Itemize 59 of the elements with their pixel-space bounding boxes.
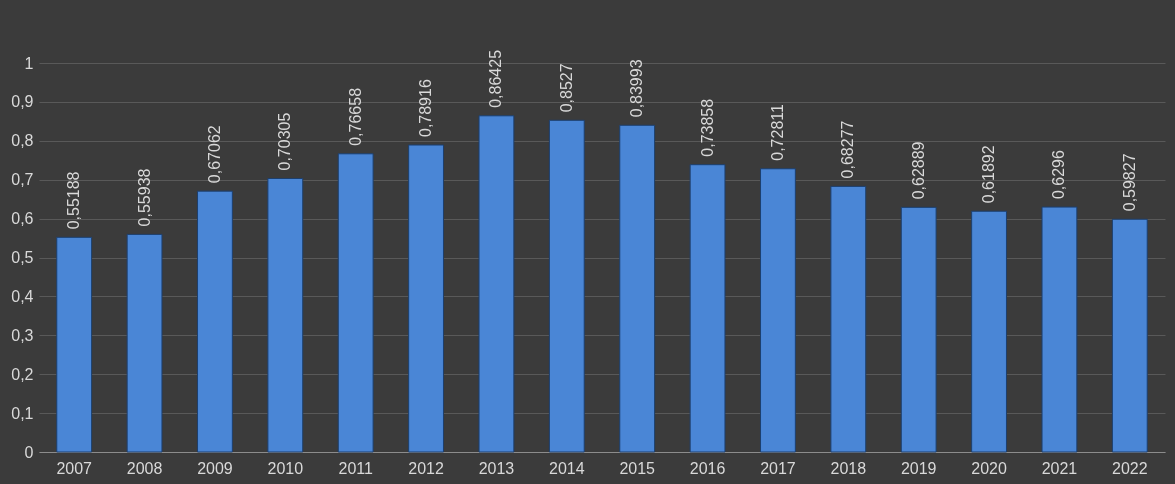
x-tick-label: 2008 bbox=[126, 459, 163, 477]
x-tick-label: 2022 bbox=[1112, 459, 1148, 477]
bar bbox=[619, 124, 656, 453]
y-tick-label: 0,5 bbox=[11, 249, 34, 266]
bar bbox=[900, 206, 937, 453]
data-label: 0,59827 bbox=[1120, 153, 1138, 212]
x-tick-label: 2007 bbox=[56, 459, 93, 477]
bar bbox=[337, 153, 374, 453]
data-label: 0,8527 bbox=[557, 63, 575, 113]
y-tick-label: 0,7 bbox=[11, 171, 34, 189]
data-label: 0,83993 bbox=[628, 59, 646, 118]
data-label: 0,86425 bbox=[487, 49, 505, 108]
y-tick-label: 0,9 bbox=[11, 93, 34, 111]
y-tick-label: 0,3 bbox=[11, 326, 34, 344]
y-tick-label: 0,8 bbox=[11, 132, 34, 150]
data-label: 0,61892 bbox=[980, 145, 998, 204]
data-label: 0,62889 bbox=[909, 141, 927, 200]
bar bbox=[830, 185, 867, 453]
data-label: 0,68277 bbox=[839, 120, 857, 179]
data-label: 0,78916 bbox=[417, 79, 435, 138]
x-tick-label: 2009 bbox=[197, 459, 233, 477]
y-tick-label: 1 bbox=[24, 54, 34, 72]
x-tick-label: 2020 bbox=[971, 459, 1007, 477]
x-tick-label: 2011 bbox=[338, 459, 373, 477]
x-tick-label: 2017 bbox=[760, 459, 796, 477]
y-tick-label: 0,1 bbox=[11, 404, 34, 422]
data-label: 0,72811 bbox=[768, 104, 786, 161]
x-tick-label: 2021 bbox=[1041, 459, 1078, 477]
bar bbox=[760, 168, 796, 453]
y-tick-label: 0,2 bbox=[11, 365, 34, 383]
data-label: 0,6296 bbox=[1050, 150, 1068, 200]
x-tick-label: 2019 bbox=[900, 459, 937, 477]
x-tick-label: 2014 bbox=[549, 459, 585, 477]
bar bbox=[408, 144, 444, 453]
y-tick-label: 0 bbox=[24, 443, 34, 461]
x-tick-label: 2012 bbox=[408, 459, 444, 477]
bar bbox=[126, 233, 163, 453]
bar bbox=[478, 115, 515, 453]
y-tick-label: 0,6 bbox=[11, 210, 34, 228]
x-tick-label: 2010 bbox=[267, 459, 304, 477]
bar bbox=[689, 164, 726, 453]
x-tick-label: 2018 bbox=[830, 459, 867, 477]
data-label: 0,70305 bbox=[276, 112, 294, 171]
bar bbox=[56, 236, 93, 453]
data-label: 0,55938 bbox=[135, 168, 153, 227]
bar bbox=[971, 210, 1007, 453]
bar bbox=[197, 190, 233, 453]
bar bbox=[267, 178, 304, 453]
x-tick-label: 2013 bbox=[478, 459, 515, 477]
y-tick-label: 0,4 bbox=[11, 287, 34, 305]
data-label: 0,67062 bbox=[205, 125, 223, 184]
data-label: 0,73858 bbox=[698, 98, 716, 157]
data-label: 0,55188 bbox=[65, 171, 83, 230]
bar bbox=[1111, 218, 1148, 453]
x-tick-label: 2015 bbox=[619, 459, 656, 477]
bar bbox=[548, 119, 585, 453]
data-label: 0,76658 bbox=[346, 87, 364, 146]
x-tick-label: 2016 bbox=[689, 459, 726, 477]
bar bbox=[1041, 206, 1078, 453]
